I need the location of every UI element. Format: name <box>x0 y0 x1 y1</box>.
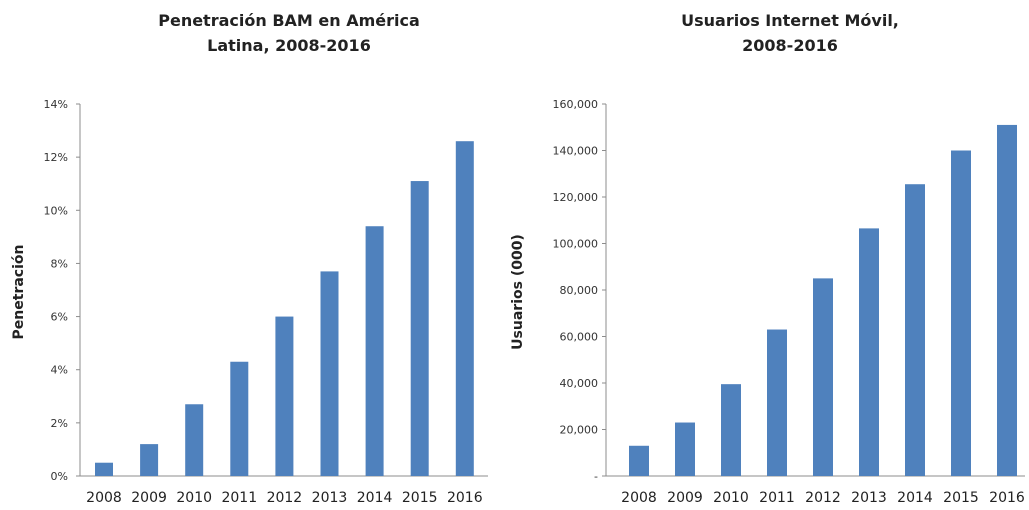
x-tick-label: 2013 <box>851 490 887 506</box>
bar-2011 <box>767 329 787 476</box>
bar-2012 <box>275 316 294 476</box>
y-tick-label: 8% <box>51 257 68 270</box>
y-tick-label: 100,000 <box>553 238 599 251</box>
y-tick-label: 14% <box>44 98 68 111</box>
bar-2008 <box>629 445 649 476</box>
y-tick-label: 120,000 <box>553 191 599 204</box>
x-tick-label: 2015 <box>943 490 979 506</box>
x-tick-label: 2009 <box>667 490 703 506</box>
y-tick-label: 12% <box>44 151 68 164</box>
x-tick-label: 2008 <box>621 490 657 506</box>
chart-usuarios: Usuarios Internet Móvil, 2008-2016 Usuar… <box>510 11 1025 506</box>
bar-2014 <box>365 226 384 476</box>
bar-2010 <box>185 404 204 476</box>
plot-area: 0% 2% 4% 6% 8% 10% 12% 14% 2008 2009 2010 2011 2012 2… <box>44 98 488 506</box>
x-tick-label: 2011 <box>759 490 795 506</box>
plot-area: - 20,000 40,000 60,000 80,000 100,000 120,000 1… <box>553 98 1025 506</box>
bar-2009 <box>140 444 159 476</box>
bar-2013 <box>859 228 879 476</box>
x-tick-label: 2011 <box>221 490 257 506</box>
y-tick-label: 4% <box>51 364 68 377</box>
bar-2016 <box>997 124 1017 477</box>
bar-2011 <box>230 361 249 476</box>
bar-2015 <box>951 150 971 476</box>
x-tick-label: 2009 <box>131 490 167 506</box>
chart-title-line-1: Usuarios Internet Móvil, <box>681 11 899 30</box>
y-tick-label: 160,000 <box>553 98 599 111</box>
y-tick-label: 80,000 <box>560 284 599 297</box>
x-tick-label: 2010 <box>713 490 749 506</box>
bar-2008 <box>95 462 113 476</box>
y-tick-label: 140,000 <box>553 145 599 158</box>
x-tick-label: 2016 <box>989 490 1025 506</box>
bar-2010 <box>721 384 741 476</box>
x-tick-label: 2016 <box>447 490 483 506</box>
y-tick-label: - <box>594 470 598 483</box>
bar-2009 <box>675 422 695 476</box>
bar-2015 <box>410 181 429 477</box>
bar-2014 <box>905 184 925 476</box>
y-tick-label: 2% <box>51 417 68 430</box>
bar-2012 <box>813 278 833 476</box>
y-tick-label: 40,000 <box>560 377 599 390</box>
x-tick-label: 2010 <box>176 490 212 506</box>
x-tick-label: 2014 <box>897 490 933 506</box>
y-tick-label: 60,000 <box>560 331 599 344</box>
x-tick-label: 2012 <box>805 490 841 506</box>
chart-title-line-2: Latina, 2008-2016 <box>207 36 371 55</box>
y-tick-label: 20,000 <box>560 424 599 437</box>
bar-2013 <box>320 271 339 476</box>
chart-title-line-1: Penetración BAM en América <box>158 11 420 30</box>
x-tick-label: 2008 <box>86 490 122 506</box>
chart-penetracion: Penetración BAM en América Latina, 2008-… <box>11 11 488 506</box>
bar-2016 <box>455 141 474 476</box>
y-tick-label: 10% <box>44 204 68 217</box>
x-tick-label: 2013 <box>312 490 348 506</box>
y-axis-label: Usuarios (000) <box>510 234 526 350</box>
x-tick-label: 2015 <box>402 490 438 506</box>
x-tick-label: 2012 <box>267 490 303 506</box>
chart-title-line-2: 2008-2016 <box>742 36 838 55</box>
y-tick-label: 6% <box>51 311 68 324</box>
y-tick-label: 0% <box>51 470 68 483</box>
y-axis-label: Penetración <box>11 245 27 340</box>
x-tick-label: 2014 <box>357 490 393 506</box>
